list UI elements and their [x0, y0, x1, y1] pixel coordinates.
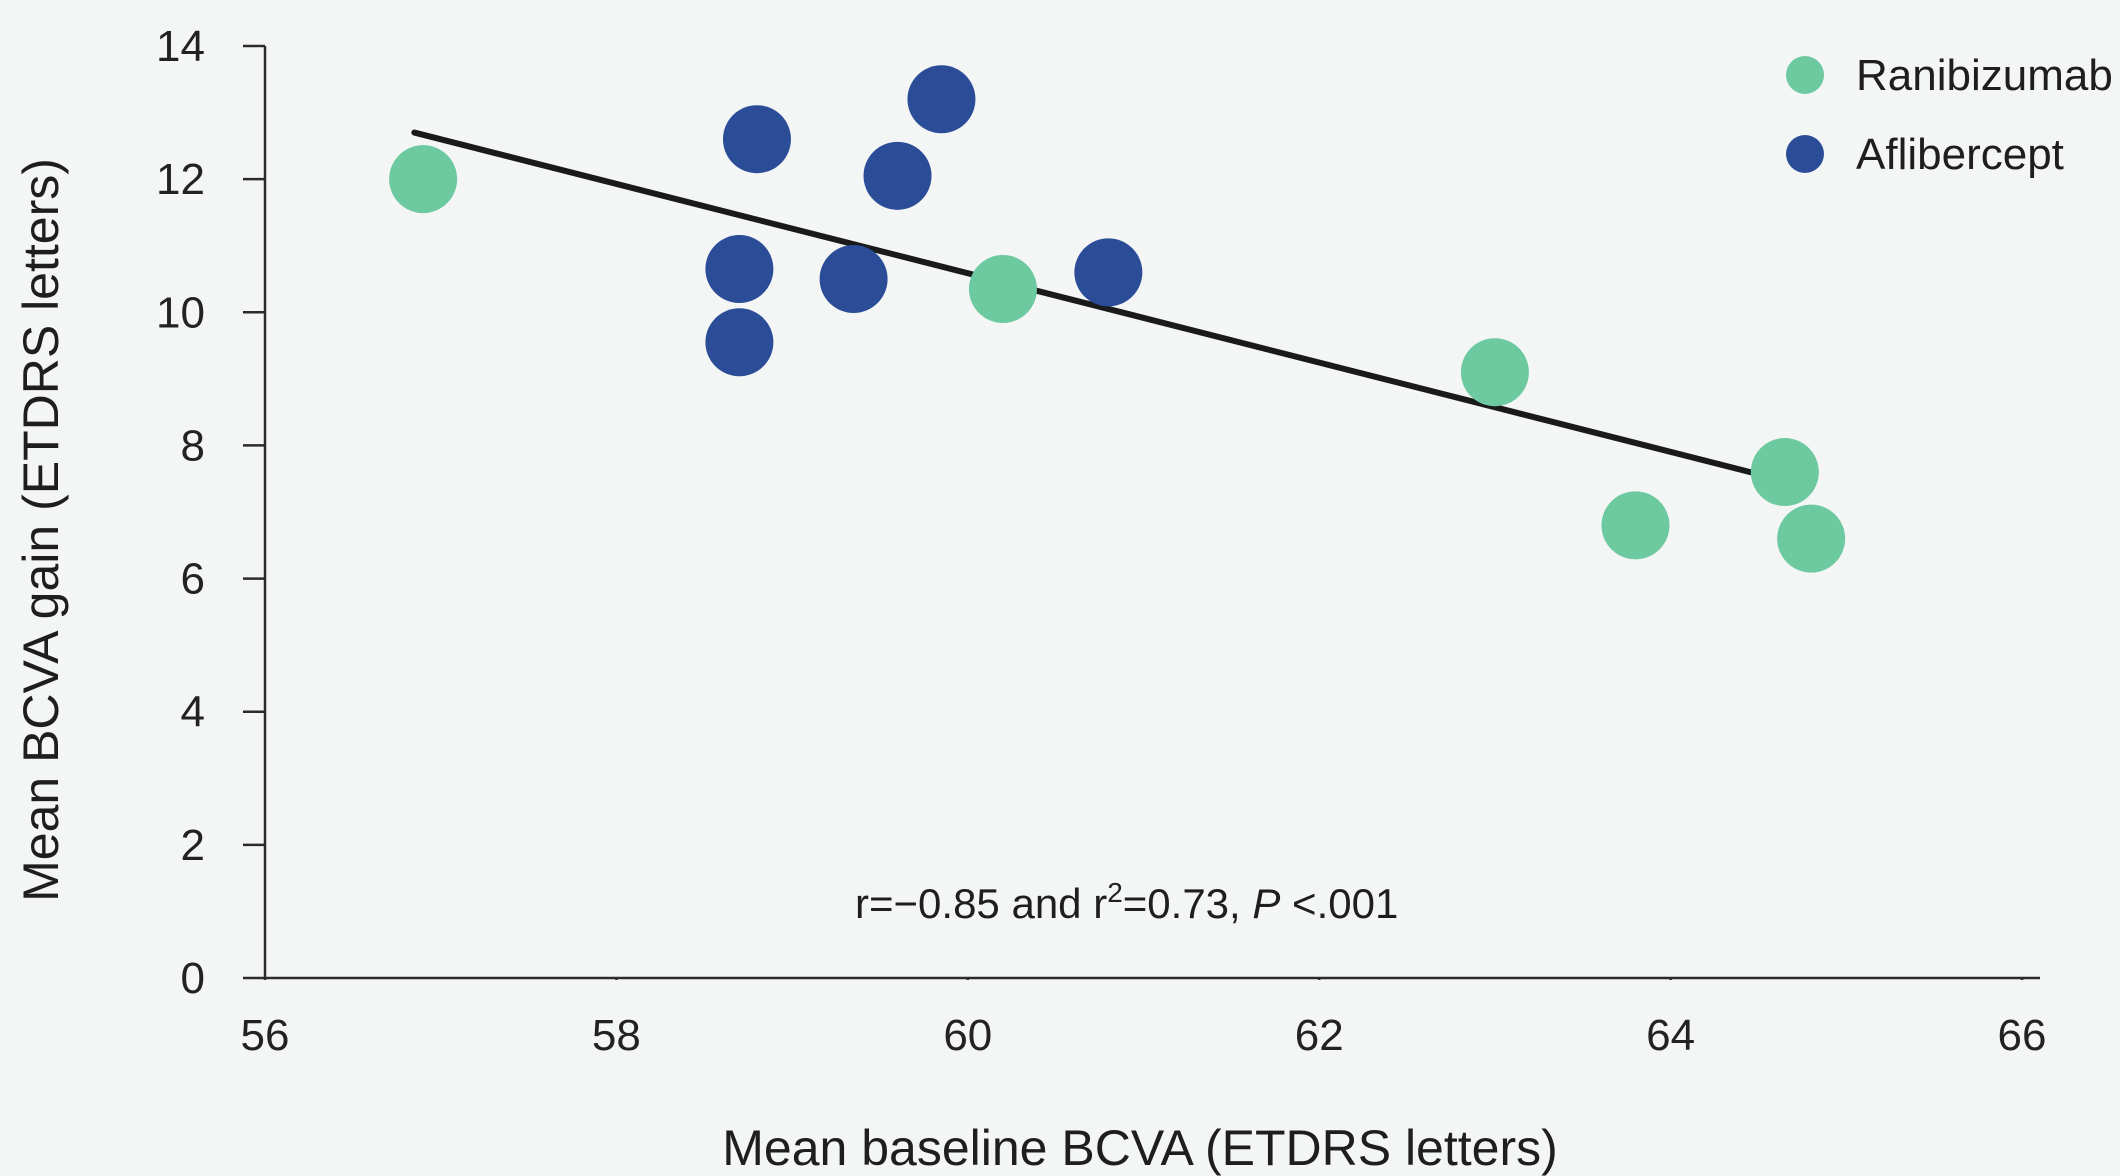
legend-marker-ranibizumab	[1786, 56, 1824, 94]
data-point-aflibercept	[863, 141, 932, 210]
y-tick-label: 12	[156, 155, 205, 204]
data-point-aflibercept	[1074, 238, 1143, 307]
correlation-annotation: r=−0.85 and r2=0.73, P <.001	[855, 877, 1398, 927]
data-point-ranibizumab	[1601, 491, 1670, 560]
y-tick-label: 4	[181, 688, 205, 737]
x-tick-label: 64	[1646, 1011, 1695, 1060]
regression-trend-line	[411, 129, 1806, 489]
y-tick-label: 10	[156, 288, 205, 337]
x-tick-label: 66	[1998, 1011, 2047, 1060]
data-point-aflibercept	[705, 308, 774, 377]
legend-label-aflibercept: Aflibercept	[1856, 130, 2064, 179]
data-point-ranibizumab	[389, 145, 458, 214]
data-point-aflibercept	[819, 245, 888, 313]
annotation-middle: =0.73,	[1123, 880, 1253, 927]
data-points	[389, 65, 1846, 573]
x-axis-title: Mean baseline BCVA (ETDRS letters)	[722, 1120, 1558, 1176]
y-tick-label: 0	[181, 954, 205, 1003]
data-point-ranibizumab	[1460, 338, 1529, 407]
legend-marker-aflibercept	[1786, 135, 1824, 173]
annotation-prefix: r=−0.85 and r	[855, 880, 1107, 927]
data-point-ranibizumab	[1750, 438, 1819, 507]
y-axis-title: Mean BCVA gain (ETDRS letters)	[13, 158, 69, 902]
data-point-aflibercept	[722, 105, 791, 174]
data-point-aflibercept	[907, 65, 976, 134]
x-axis-ticks: 56 58 60 62 64 66	[241, 978, 2047, 1060]
x-tick-label: 62	[1295, 1011, 1344, 1060]
annotation-p-italic: P	[1252, 880, 1280, 927]
annotation-superscript: 2	[1107, 877, 1123, 908]
legend-label-ranibizumab: Ranibizumab	[1856, 51, 2113, 100]
y-tick-label: 2	[181, 821, 205, 870]
x-tick-label: 58	[592, 1011, 641, 1060]
legend: Ranibizumab Aflibercept	[1786, 51, 2113, 179]
data-point-ranibizumab	[1777, 504, 1846, 573]
data-point-ranibizumab	[968, 254, 1037, 323]
data-point-aflibercept	[705, 235, 774, 304]
y-tick-label: 14	[156, 22, 205, 71]
y-tick-label: 8	[181, 421, 205, 470]
y-tick-label: 6	[181, 555, 205, 604]
x-tick-label: 60	[943, 1011, 992, 1060]
y-axis-ticks: 0 2 4 6 8 10 12 14	[156, 22, 265, 1003]
x-tick-label: 56	[241, 1011, 290, 1060]
annotation-suffix: <.001	[1280, 880, 1398, 927]
